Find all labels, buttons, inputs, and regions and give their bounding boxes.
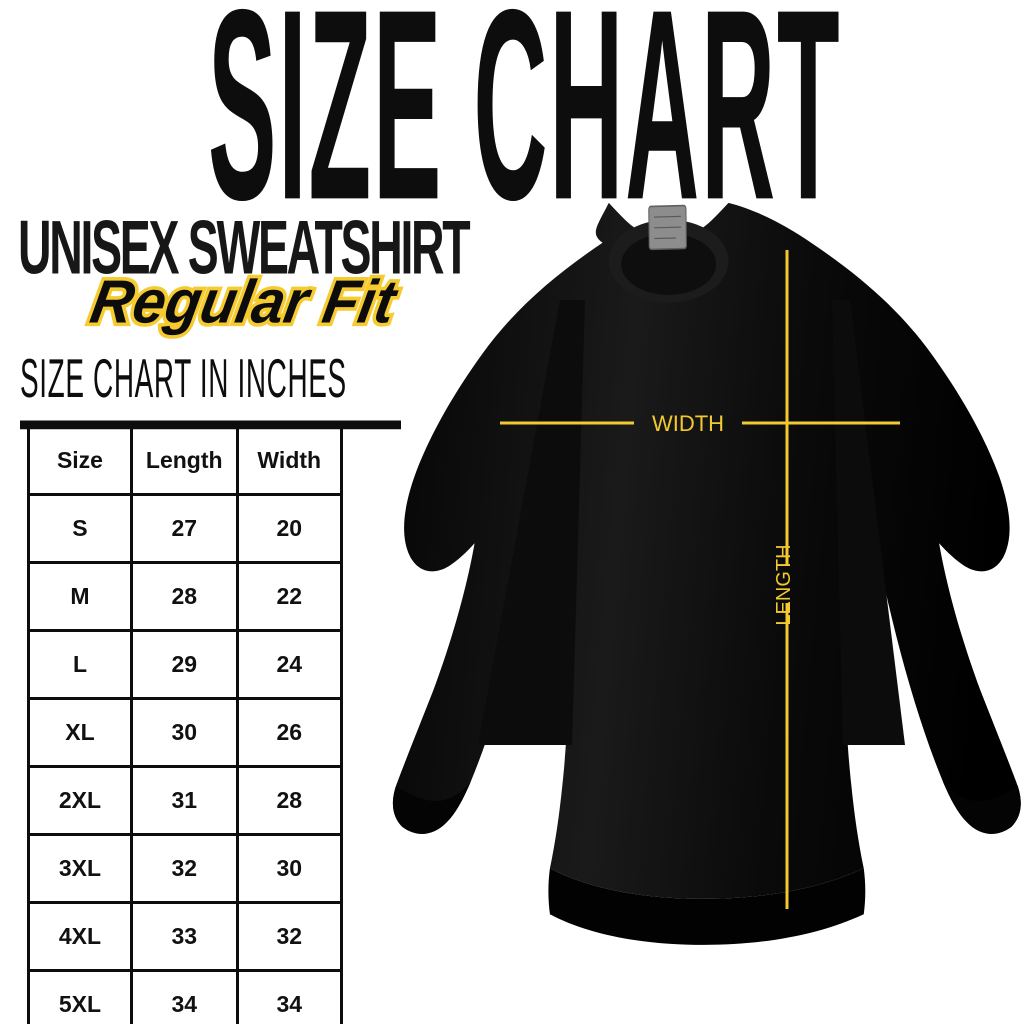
- svg-text:WIDTH: WIDTH: [652, 411, 724, 436]
- svg-text:LENGTH: LENGTH: [773, 544, 795, 625]
